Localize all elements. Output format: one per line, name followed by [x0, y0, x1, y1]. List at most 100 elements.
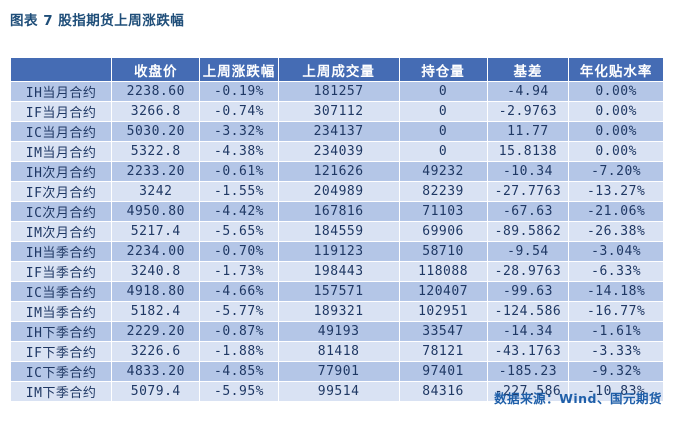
value-cell: 120407 [398, 281, 488, 302]
value-cell: 99514 [277, 381, 400, 402]
value-cell: -0.70% [199, 241, 279, 262]
value-cell: -1.61% [568, 321, 664, 342]
value-cell: -2.9763 [486, 101, 570, 122]
table-header-row: 收盘价 上周涨跌幅 上周成交量 持仓量 基差 年化贴水率 [9, 57, 664, 82]
value-cell: 11.77 [486, 121, 570, 142]
value-cell: 184559 [277, 221, 400, 242]
value-cell: -5.65% [199, 221, 279, 242]
contract-label-cell: IH当月合约 [9, 81, 113, 102]
contract-label-cell: IM次月合约 [9, 221, 113, 242]
value-cell: -1.55% [199, 181, 279, 202]
futures-weekly-table: 收盘价 上周涨跌幅 上周成交量 持仓量 基差 年化贴水率 IH当月合约 2238.60 -0.… [9, 57, 664, 402]
value-cell: -27.7763 [486, 181, 570, 202]
value-cell: 33547 [398, 321, 488, 342]
value-cell: 181257 [277, 81, 400, 102]
value-cell: 81418 [277, 341, 400, 362]
header-cell: 收盘价 [111, 57, 201, 82]
contract-label-cell: IH当季合约 [9, 241, 113, 262]
value-cell: 3240.8 [111, 261, 201, 282]
table-row: IM下季合约 5079.4 -5.95% 99514 84316 -227.586 -10.… [9, 381, 664, 402]
value-cell: -21.06% [568, 201, 664, 222]
header-cell: 上周成交量 [277, 57, 400, 82]
contract-label-cell: IC当季合约 [9, 281, 113, 302]
table-row: IC次月合约 4950.80 -4.42% 167816 71103 -67.63 -21.… [9, 201, 664, 222]
value-cell: 0 [398, 141, 488, 162]
value-cell: -9.32% [568, 361, 664, 382]
value-cell: 49232 [398, 161, 488, 182]
value-cell: 4833.20 [111, 361, 201, 382]
table-row: IM次月合约 5217.4 -5.65% 184559 69906 -89.5862 -26… [9, 221, 664, 242]
table-row: IH当月合约 2238.60 -0.19% 181257 0 -4.94 0.00% [9, 81, 664, 102]
table-row: IC下季合约 4833.20 -4.85% 77901 97401 -185.23 -9.3… [9, 361, 664, 382]
value-cell: 5182.4 [111, 301, 201, 322]
table-body: IH当月合约 2238.60 -0.19% 181257 0 -4.94 0.00% IF当月… [9, 81, 664, 402]
value-cell: -3.04% [568, 241, 664, 262]
value-cell: 69906 [398, 221, 488, 242]
figure-title: 图表 7 股指期货上周涨跌幅 [10, 13, 185, 29]
value-cell: 157571 [277, 281, 400, 302]
value-cell: -185.23 [486, 361, 570, 382]
table-row: IC当月合约 5030.20 -3.32% 234137 0 11.77 0.00% [9, 121, 664, 142]
contract-label-cell: IM下季合约 [9, 381, 113, 402]
value-cell: -7.20% [568, 161, 664, 182]
contract-label-cell: IF次月合约 [9, 181, 113, 202]
contract-label-cell: IF当季合约 [9, 261, 113, 282]
contract-label-cell: IH下季合约 [9, 321, 113, 342]
value-cell: 102951 [398, 301, 488, 322]
value-cell: 234039 [277, 141, 400, 162]
value-cell: 4918.80 [111, 281, 201, 302]
value-cell: -89.5862 [486, 221, 570, 242]
value-cell: -5.95% [199, 381, 279, 402]
value-cell: 0 [398, 101, 488, 122]
value-cell: -3.33% [568, 341, 664, 362]
value-cell: 198443 [277, 261, 400, 282]
value-cell: 119123 [277, 241, 400, 262]
table-header: 收盘价 上周涨跌幅 上周成交量 持仓量 基差 年化贴水率 [9, 57, 664, 82]
contract-label-cell: IC次月合约 [9, 201, 113, 222]
table-row: IM当季合约 5182.4 -5.77% 189321 102951 -124.586 -1… [9, 301, 664, 322]
value-cell: 0 [398, 121, 488, 142]
value-cell: 97401 [398, 361, 488, 382]
value-cell: -67.63 [486, 201, 570, 222]
value-cell: -0.61% [199, 161, 279, 182]
value-cell: -10.83% [568, 381, 664, 402]
value-cell: 5217.4 [111, 221, 201, 242]
value-cell: -227.586 [486, 381, 570, 402]
value-cell: 78121 [398, 341, 488, 362]
contract-label-cell: IF下季合约 [9, 341, 113, 362]
table-row: IF当月合约 3266.8 -0.74% 307112 0 -2.9763 0.00% [9, 101, 664, 122]
value-cell: 84316 [398, 381, 488, 402]
value-cell: 71103 [398, 201, 488, 222]
header-cell: 年化贴水率 [568, 57, 664, 82]
value-cell: -1.88% [199, 341, 279, 362]
table-row: IF次月合约 3242 -1.55% 204989 82239 -27.7763 -13.2… [9, 181, 664, 202]
value-cell: -16.77% [568, 301, 664, 322]
value-cell: -4.85% [199, 361, 279, 382]
value-cell: 2229.20 [111, 321, 201, 342]
value-cell: 5079.4 [111, 381, 201, 402]
value-cell: 189321 [277, 301, 400, 322]
table-row: IC当季合约 4918.80 -4.66% 157571 120407 -99.63 -14… [9, 281, 664, 302]
value-cell: -0.19% [199, 81, 279, 102]
header-cell: 上周涨跌幅 [199, 57, 279, 82]
value-cell: 2234.00 [111, 241, 201, 262]
value-cell: -5.77% [199, 301, 279, 322]
header-cell-contract [9, 57, 113, 82]
value-cell: -14.18% [568, 281, 664, 302]
value-cell: -124.586 [486, 301, 570, 322]
value-cell: 5030.20 [111, 121, 201, 142]
table-row: IH下季合约 2229.20 -0.87% 49193 33547 -14.34 -1.61… [9, 321, 664, 342]
contract-label-cell: IM当季合约 [9, 301, 113, 322]
table-row: IF下季合约 3226.6 -1.88% 81418 78121 -43.1763 -3.3… [9, 341, 664, 362]
table-row: IH当季合约 2234.00 -0.70% 119123 58710 -9.54 -3.04… [9, 241, 664, 262]
value-cell: 167816 [277, 201, 400, 222]
contract-label-cell: IC当月合约 [9, 121, 113, 142]
value-cell: -26.38% [568, 221, 664, 242]
value-cell: -9.54 [486, 241, 570, 262]
value-cell: -13.27% [568, 181, 664, 202]
value-cell: 234137 [277, 121, 400, 142]
value-cell: 3226.6 [111, 341, 201, 362]
value-cell: -99.63 [486, 281, 570, 302]
value-cell: -3.32% [199, 121, 279, 142]
header-cell: 基差 [486, 57, 570, 82]
